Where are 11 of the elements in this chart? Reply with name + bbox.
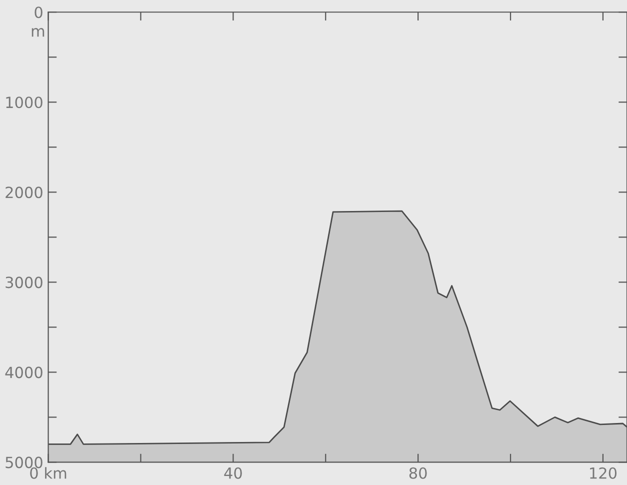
y-tick-label: 1000 — [6, 96, 42, 108]
y-tick-label: 0 — [34, 6, 42, 18]
x-tick-label: 40 — [224, 467, 242, 479]
y-tick-label: 3000 — [6, 276, 42, 288]
x-tick-label: 80 — [409, 467, 427, 479]
y-tick-label: 2000 — [6, 186, 42, 198]
x-tick-label: 0 km — [30, 467, 66, 479]
y-axis-title: m — [32, 28, 44, 37]
y-tick-label: 5000 — [6, 456, 42, 468]
y-tick-label: 4000 — [5, 366, 42, 378]
x-tick-label: 120 — [590, 467, 617, 479]
